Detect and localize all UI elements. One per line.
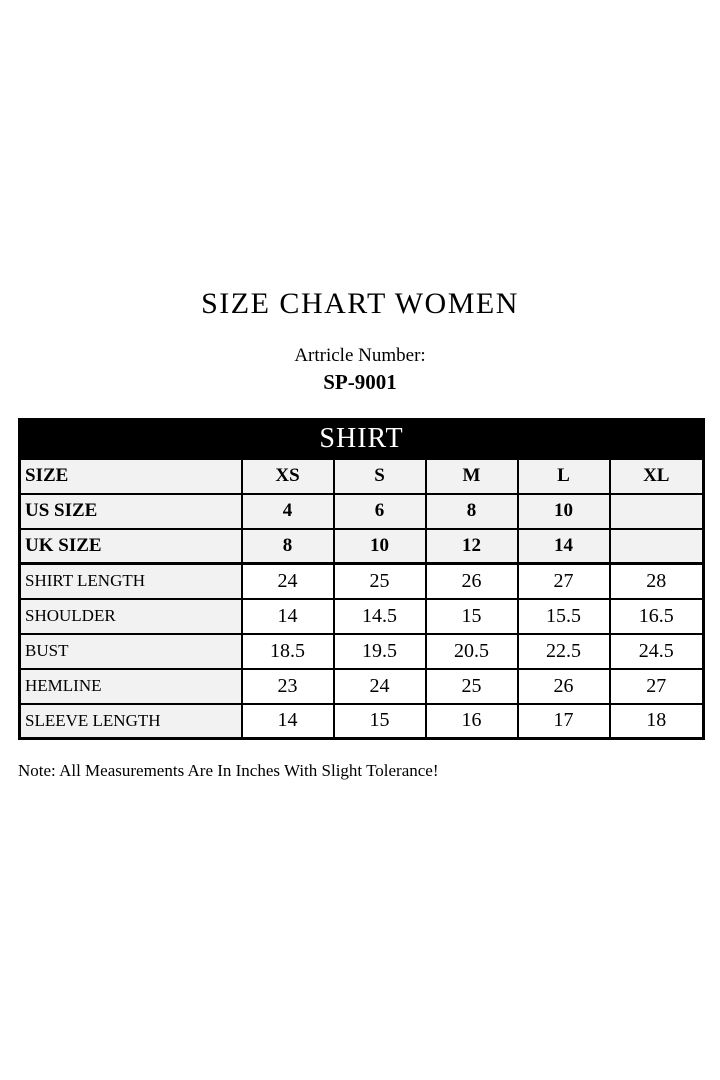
table-row-uk-size: UK SIZE 8 10 12 14 [18,527,705,565]
size-chart-table: SHIRT SIZE XS S M L XL US SIZE 4 6 8 10 … [18,418,706,740]
size-cell [608,527,705,565]
measurement-cell: 19.5 [332,632,427,670]
size-cell: 10 [332,527,427,565]
row-label: SHOULDER [18,597,243,635]
table-row-bust: BUST 18.5 19.5 20.5 22.5 24.5 [18,632,705,670]
size-cell: 8 [424,492,519,530]
table-row-hemline: HEMLINE 23 24 25 26 27 [18,667,705,705]
row-label: SLEEVE LENGTH [18,702,243,740]
measurement-cell: 15 [424,597,519,635]
row-label: UK SIZE [18,527,243,565]
size-cell: 12 [424,527,519,565]
size-cell: M [424,457,519,495]
measurement-cell: 14 [240,702,335,740]
measurement-cell: 25 [424,667,519,705]
size-cell: 14 [516,527,611,565]
measurement-cell: 28 [608,562,705,600]
measurement-cell: 20.5 [424,632,519,670]
size-cell [608,492,705,530]
measurement-cell: 17 [516,702,611,740]
measurement-cell: 18 [608,702,705,740]
measurement-cell: 27 [516,562,611,600]
measurement-cell: 26 [424,562,519,600]
measurement-cell: 16 [424,702,519,740]
table-row-shirt-length: SHIRT LENGTH 24 25 26 27 28 [18,562,705,600]
measurement-cell: 18.5 [240,632,335,670]
size-cell: XL [608,457,705,495]
measurement-cell: 25 [332,562,427,600]
measurement-cell: 16.5 [608,597,705,635]
table-row-shoulder: SHOULDER 14 14.5 15 15.5 16.5 [18,597,705,635]
row-label: SIZE [18,457,243,495]
article-number-value: SP-9001 [323,370,397,394]
measurement-cell: 24 [240,562,335,600]
table-banner-row: SHIRT [19,419,704,459]
measurement-cell: 24 [332,667,427,705]
row-label: SHIRT LENGTH [18,562,243,600]
row-label: HEMLINE [18,667,243,705]
table-title: SHIRT [19,419,704,459]
size-cell: XS [240,457,335,495]
measurement-cell: 14 [240,597,335,635]
measurement-cell: 27 [608,667,705,705]
measurement-cell: 26 [516,667,611,705]
size-cell: S [332,457,427,495]
table-row-us-size: US SIZE 4 6 8 10 [18,492,705,530]
measurement-cell: 22.5 [516,632,611,670]
measurement-cell: 14.5 [332,597,427,635]
measurement-cell: 15 [332,702,427,740]
row-label: US SIZE [18,492,243,530]
measurement-note: Note: All Measurements Are In Inches Wit… [18,761,439,780]
table-row-size: SIZE XS S M L XL [18,457,705,495]
page-title: SIZE CHART WOMEN [201,287,519,320]
row-label: BUST [18,632,243,670]
size-cell: 6 [332,492,427,530]
measurement-cell: 15.5 [516,597,611,635]
size-cell: 8 [240,527,335,565]
table-row-sleeve-length: SLEEVE LENGTH 14 15 16 17 18 [18,702,705,740]
article-number-label: Artricle Number: [294,345,426,366]
size-cell: 4 [240,492,335,530]
size-cell: L [516,457,611,495]
measurement-cell: 23 [240,667,335,705]
size-cell: 10 [516,492,611,530]
measurement-cell: 24.5 [608,632,705,670]
